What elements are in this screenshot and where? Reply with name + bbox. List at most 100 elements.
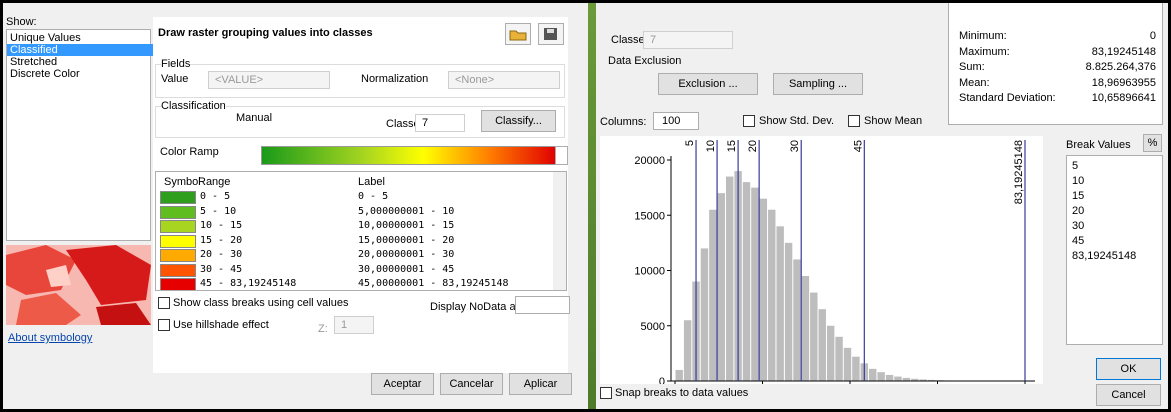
range[interactable]: 45 - 83,19245148 xyxy=(200,278,296,289)
range[interactable]: 20 - 30 xyxy=(200,249,242,260)
break-label: 45 xyxy=(852,140,864,152)
percent-button[interactable]: % xyxy=(1143,134,1162,152)
bar xyxy=(785,243,792,381)
label[interactable]: 10,00000001 - 15 xyxy=(358,220,454,231)
show-item[interactable]: Unique Values xyxy=(7,32,153,44)
z-input[interactable]: 1 xyxy=(334,316,374,334)
bar xyxy=(743,182,750,381)
bar xyxy=(768,210,775,381)
break-label: 83,19245148 xyxy=(1013,140,1025,204)
value-dropdown[interactable]: <VALUE> xyxy=(208,71,330,89)
ramp-dropdown[interactable] xyxy=(555,146,568,165)
range[interactable]: 10 - 15 xyxy=(200,220,242,231)
bar xyxy=(852,357,859,381)
show-item[interactable]: Discrete Color xyxy=(7,68,153,80)
checkbox[interactable] xyxy=(158,319,170,331)
symbol-swatch xyxy=(160,249,196,262)
histogram: 05000100001500020000020,7981128741,59622… xyxy=(600,136,1043,384)
break-label: 5 xyxy=(684,140,696,146)
bar xyxy=(869,369,876,381)
label[interactable]: 0 - 5 xyxy=(358,191,388,202)
ok-button[interactable]: OK xyxy=(1096,358,1161,380)
bar xyxy=(726,177,733,381)
y-tick-label: 5000 xyxy=(641,321,665,333)
cancel-button[interactable]: Cancelar xyxy=(440,373,503,395)
bar xyxy=(819,309,826,381)
bar xyxy=(844,348,851,381)
nodata-color[interactable] xyxy=(515,296,570,314)
classes-dropdown[interactable]: 7 xyxy=(643,31,733,49)
stat-label: Minimum: xyxy=(959,30,1007,42)
method: Manual xyxy=(236,112,272,124)
bar xyxy=(810,293,817,381)
label[interactable]: 5,000000001 - 10 xyxy=(358,206,454,217)
show-item[interactable]: Classified xyxy=(7,44,153,56)
break-value[interactable]: 15 xyxy=(1072,190,1084,202)
bar xyxy=(877,372,884,381)
bar xyxy=(718,193,725,381)
break-value[interactable]: 5 xyxy=(1072,160,1078,172)
save-button[interactable] xyxy=(538,23,564,45)
stat-value: 10,65896641 xyxy=(1092,92,1156,104)
break-value[interactable]: 30 xyxy=(1072,220,1084,232)
stat-value: 83,19245148 xyxy=(1092,46,1156,58)
range[interactable]: 15 - 20 xyxy=(200,235,242,246)
checkbox[interactable] xyxy=(743,115,755,127)
stat-label: Mean: xyxy=(959,77,990,89)
classes-dropdown[interactable]: 7 xyxy=(415,114,465,132)
description: Draw raster grouping values into classes xyxy=(158,27,373,39)
stat-value: 8.825.264,376 xyxy=(1086,61,1156,73)
bar xyxy=(776,226,783,381)
checkbox[interactable] xyxy=(848,115,860,127)
stat-value: 18,96963955 xyxy=(1092,77,1156,89)
break-value[interactable]: 45 xyxy=(1072,235,1084,247)
bar xyxy=(701,248,708,381)
classify-button[interactable]: Classify... xyxy=(481,110,556,132)
symbol-swatch xyxy=(160,235,196,248)
range[interactable]: 0 - 5 xyxy=(200,191,230,202)
y-tick-label: 10000 xyxy=(634,266,665,278)
bar xyxy=(751,188,758,381)
accept-button[interactable]: Aceptar xyxy=(371,373,434,395)
break-value[interactable]: 83,19245148 xyxy=(1072,250,1136,262)
y-tick-label: 20000 xyxy=(634,155,665,167)
column-header: Symbol xyxy=(164,176,201,188)
screen: Show: Unique ValuesClassifiedStretchedDi… xyxy=(0,0,1171,412)
scrollbar[interactable] xyxy=(553,172,566,290)
label[interactable]: 15,00000001 - 20 xyxy=(358,235,454,246)
break-value[interactable]: 10 xyxy=(1072,175,1084,187)
label[interactable]: 20,00000001 - 30 xyxy=(358,249,454,260)
checkbox[interactable] xyxy=(600,387,612,399)
symbol-swatch xyxy=(160,264,196,277)
bar xyxy=(827,326,834,381)
break-label: 15 xyxy=(726,140,738,152)
open-button[interactable] xyxy=(505,23,531,45)
stat-value: 0 xyxy=(1150,30,1156,42)
range[interactable]: 30 - 45 xyxy=(200,264,242,275)
color-ramp[interactable] xyxy=(261,146,557,165)
label[interactable]: 45,00000001 - 83,19245148 xyxy=(358,278,509,289)
show-label: Show: xyxy=(6,16,37,28)
exclusion-button[interactable]: Exclusion ... xyxy=(658,73,758,95)
column-header: Label xyxy=(358,176,385,188)
checkbox[interactable] xyxy=(158,297,170,309)
range[interactable]: 5 - 10 xyxy=(200,206,236,217)
label[interactable]: 30,00000001 - 45 xyxy=(358,264,454,275)
cancel-button[interactable]: Cancel xyxy=(1096,384,1161,406)
apply-button[interactable]: Aplicar xyxy=(509,373,572,395)
break-label: 10 xyxy=(705,140,717,152)
break-value[interactable]: 20 xyxy=(1072,205,1084,217)
fields-title: Fields xyxy=(161,58,190,70)
bar xyxy=(760,199,767,381)
cell-values-option: Show class breaks using cell values xyxy=(173,297,348,309)
normalization-dropdown[interactable]: <None> xyxy=(448,71,560,89)
sampling-button[interactable]: Sampling ... xyxy=(773,73,863,95)
normalization-label: Normalization xyxy=(361,73,428,85)
columns-input[interactable]: 100 xyxy=(653,112,699,130)
classification-title: Classification xyxy=(161,100,226,112)
show-item[interactable]: Stretched xyxy=(7,56,153,68)
break-label: 30 xyxy=(789,140,801,152)
stat-label: Standard Deviation: xyxy=(959,92,1056,104)
about-link[interactable]: About symbology xyxy=(8,332,92,344)
